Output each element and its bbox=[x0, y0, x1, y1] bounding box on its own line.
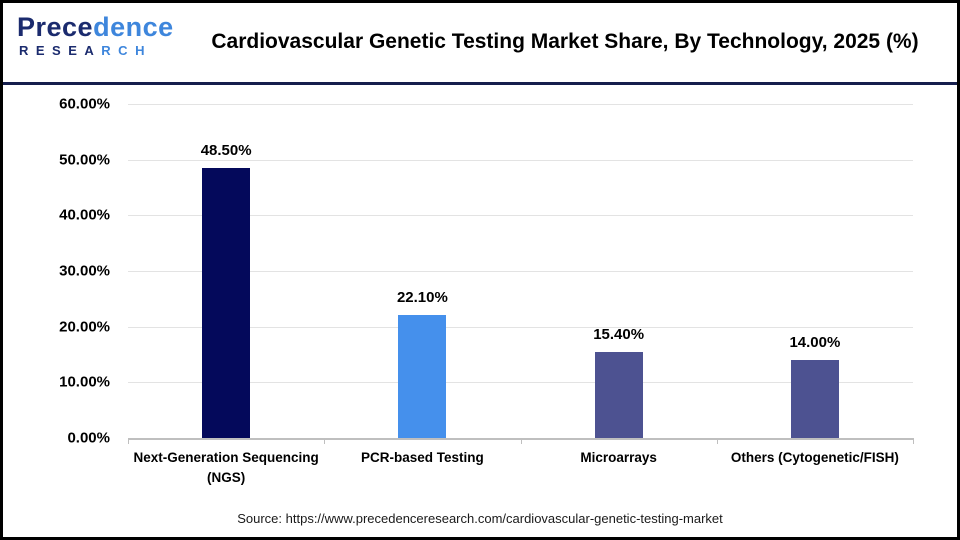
x-axis-category-label: Next-Generation Sequencing (NGS) bbox=[133, 450, 319, 486]
y-axis-tick-label: 30.00% bbox=[59, 262, 110, 280]
logo-subtitle-light: RCH bbox=[101, 43, 152, 58]
gridline bbox=[128, 382, 913, 384]
bar-value-label: 48.50% bbox=[200, 142, 252, 160]
y-axis-tick-label: 10.00% bbox=[59, 373, 110, 391]
logo-brand-dark: Prece bbox=[17, 12, 94, 42]
x-axis-category-label: Others (Cytogenetic/FISH) bbox=[730, 450, 899, 465]
gridline bbox=[128, 159, 913, 161]
chart-title: Cardiovascular Genetic Testing Market Sh… bbox=[211, 30, 919, 54]
logo-subtitle: RESEARCH bbox=[17, 44, 174, 57]
chart-area: 60.00% 50.00% 40.00% 30.00% 20.00% 10.00% 0.00… bbox=[3, 85, 957, 537]
precedence-research-logo: Precedence RESEARCH bbox=[17, 14, 174, 58]
x-axis-category-label: Microarrays bbox=[580, 450, 657, 465]
logo-brand: Precedence bbox=[17, 14, 174, 41]
x-axis-tick bbox=[520, 438, 522, 444]
x-axis-category-label: PCR-based Testing bbox=[360, 450, 484, 465]
y-axis-tick-label: 20.00% bbox=[59, 318, 110, 336]
gridline bbox=[128, 215, 913, 217]
gridline bbox=[128, 104, 913, 105]
y-axis-tick-label: 40.00% bbox=[59, 206, 110, 224]
bar-value-label: 14.00% bbox=[789, 334, 841, 352]
gridline bbox=[128, 271, 913, 272]
logo-brand-light: dence bbox=[93, 12, 174, 42]
bar-0 bbox=[202, 168, 251, 438]
logo-subtitle-dark: RESEA bbox=[19, 43, 102, 58]
gridline bbox=[128, 326, 913, 328]
bar-value-label: 22.10% bbox=[396, 288, 448, 306]
y-axis-tick-label: 60.00% bbox=[59, 95, 110, 113]
bar-value-label: 15.40% bbox=[593, 326, 645, 344]
x-axis-tick bbox=[128, 438, 129, 444]
y-axis-tick-label: 0.00% bbox=[67, 429, 110, 447]
bar-3 bbox=[790, 360, 839, 438]
header: Precedence RESEARCH Cardiovascular Genet… bbox=[3, 3, 957, 85]
x-axis-tick bbox=[324, 438, 326, 444]
bar-1 bbox=[398, 314, 447, 438]
source-text: Source: https://www.precedenceresearch.c… bbox=[237, 511, 723, 526]
y-axis-tick-label: 50.00% bbox=[59, 151, 110, 169]
y-axis-labels: 60.00% 50.00% 40.00% 30.00% 20.00% 10.00% 0.00… bbox=[3, 96, 110, 447]
x-axis-tick bbox=[913, 438, 914, 444]
x-axis-tick bbox=[716, 438, 718, 444]
bar-2 bbox=[594, 352, 643, 438]
plot-area: 48.50% Next-Generation Sequencing (NGS) 22… bbox=[128, 104, 914, 485]
